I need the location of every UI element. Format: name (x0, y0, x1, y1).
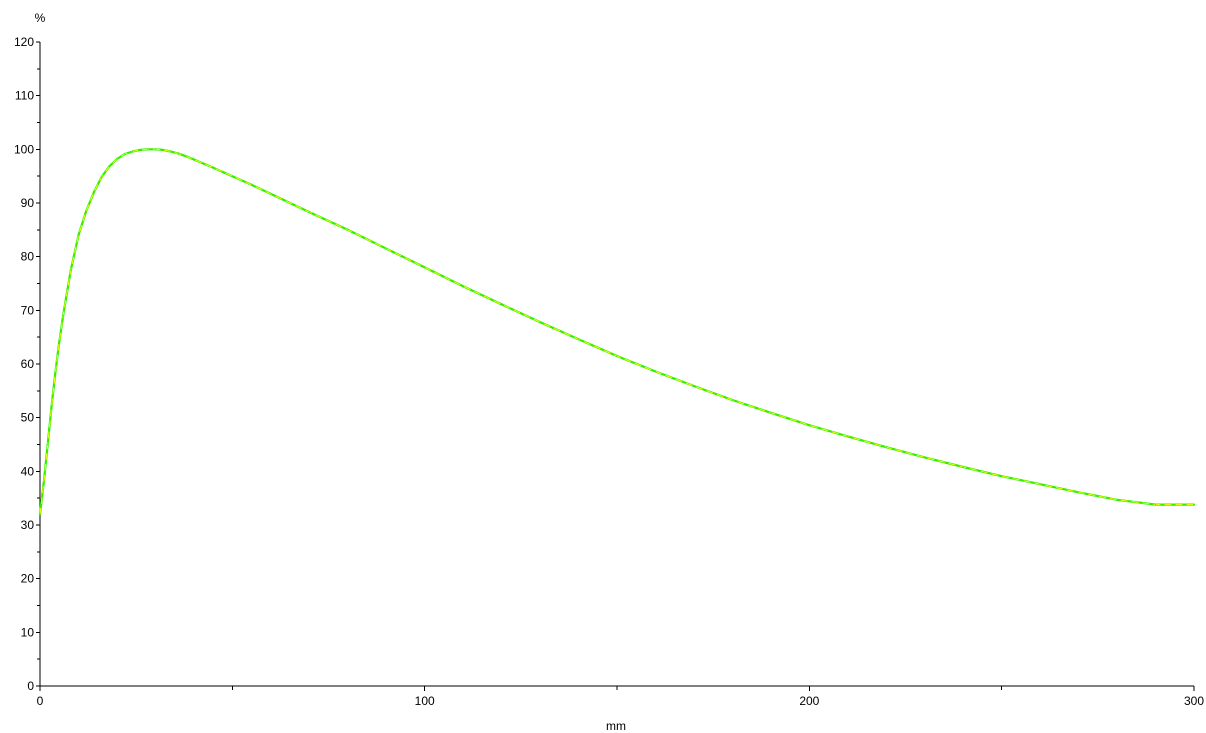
data-point (185, 155, 187, 157)
data-point (193, 158, 195, 161)
y-tick-label: 10 (21, 625, 35, 639)
data-point (93, 191, 95, 193)
x-tick-label: 0 (37, 694, 44, 708)
data-point (693, 385, 695, 387)
x-tick-label: 100 (415, 694, 435, 708)
data-point (39, 513, 41, 515)
data-point (1078, 491, 1080, 493)
series-line-highlight-0 (39, 148, 1195, 515)
data-point (70, 269, 72, 271)
y-tick-label: 110 (15, 89, 34, 103)
y-tick-label: 100 (14, 142, 34, 156)
data-point (116, 158, 118, 160)
y-tick-label: 20 (21, 572, 35, 586)
y-tick-label: 60 (21, 357, 35, 371)
data-point (885, 446, 887, 448)
y-tick-label: 120 (14, 35, 34, 49)
data-point (308, 211, 310, 213)
y-tick-label: 30 (21, 518, 35, 532)
y-axis-title: % (35, 11, 46, 25)
data-point (501, 303, 503, 306)
data-point (54, 371, 56, 373)
data-point (347, 229, 349, 231)
data-point (731, 399, 734, 401)
data-point (139, 149, 141, 151)
data-point (231, 175, 233, 177)
data-point (808, 424, 810, 426)
data-point (1001, 475, 1003, 477)
data-point (177, 153, 180, 155)
data-point (962, 466, 964, 468)
data-point (170, 150, 172, 153)
data-point (131, 150, 133, 153)
series-line-0 (38, 148, 1196, 516)
data-point (462, 285, 464, 287)
data-point (250, 184, 253, 186)
y-tick-label: 0 (27, 679, 34, 693)
data-point (62, 315, 64, 317)
data-point (85, 210, 87, 212)
x-tick-label: 300 (1184, 694, 1204, 708)
y-tick-label: 80 (21, 250, 35, 264)
data-point (1116, 499, 1118, 501)
y-tick-label: 40 (21, 464, 35, 478)
data-point (577, 338, 580, 340)
data-point (47, 443, 49, 446)
data-point (162, 149, 164, 151)
data-point (654, 370, 657, 373)
data-point (1193, 504, 1195, 506)
data-point (424, 266, 426, 268)
y-tick-label: 90 (21, 196, 35, 210)
data-point (924, 456, 926, 458)
data-point (212, 166, 214, 169)
data-point (770, 412, 772, 414)
data-point (616, 355, 618, 357)
data-point (58, 341, 60, 344)
x-tick-label: 200 (799, 694, 819, 708)
data-point (847, 435, 849, 438)
data-point (100, 176, 103, 178)
data-point (108, 165, 110, 168)
data-point (1039, 483, 1041, 485)
data-point (539, 321, 541, 323)
data-point (147, 148, 149, 150)
data-point (154, 148, 156, 150)
data-point (43, 481, 45, 483)
axes: 0 10 20 30 40 50 60 70 80 90 100 110 120 0 100 200 300 (14, 35, 1204, 708)
series-layer (38, 148, 1196, 516)
data-point (50, 406, 53, 408)
x-axis-title: mm (606, 719, 626, 733)
y-tick-label: 70 (21, 303, 35, 317)
data-point (124, 153, 126, 155)
y-tick-label: 50 (21, 411, 35, 425)
data-point (1154, 504, 1157, 506)
data-point (77, 234, 80, 236)
data-point (270, 193, 272, 195)
data-point (385, 248, 387, 250)
